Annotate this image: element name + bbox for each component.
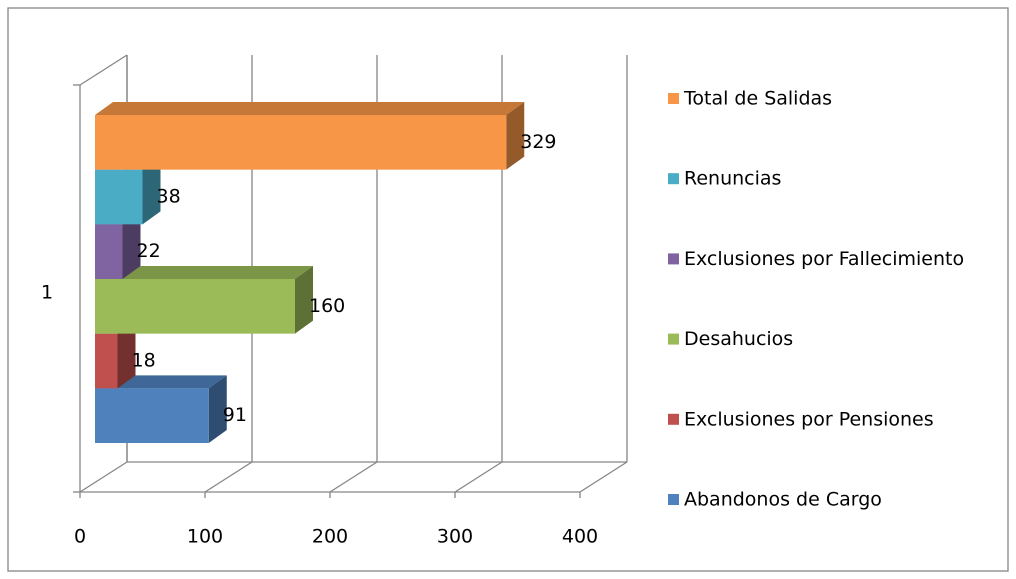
legend-swatch <box>668 93 679 104</box>
bar <box>95 224 123 279</box>
bar-side <box>506 102 525 170</box>
bar-side <box>142 156 161 225</box>
x-tick-label: 200 <box>312 526 348 548</box>
legend-label: Abandonos de Cargo <box>684 489 882 511</box>
floor-line <box>79 461 128 493</box>
data-label: 38 <box>157 186 181 208</box>
floor-line <box>204 461 253 493</box>
bar <box>95 388 209 443</box>
bar <box>95 279 295 334</box>
data-label: 22 <box>137 240 161 262</box>
bar <box>95 115 507 170</box>
bar <box>95 169 143 225</box>
legend-swatch <box>668 253 679 265</box>
x-tick-label: 100 <box>187 526 223 548</box>
legend-label: Total de Salidas <box>683 88 832 110</box>
floor-line <box>329 461 378 493</box>
legend-swatch <box>668 333 679 345</box>
legend-swatch <box>668 494 679 505</box>
legend-label: Desahucios <box>684 328 793 350</box>
wall-edge <box>79 54 128 86</box>
legend-label: Exclusiones por Fallecimiento <box>684 248 964 270</box>
y-tick-label: 1 <box>41 282 53 304</box>
bar <box>95 333 118 389</box>
bar-side <box>117 320 136 389</box>
x-tick-label: 0 <box>74 526 86 548</box>
data-label: 160 <box>309 295 345 317</box>
data-label: 91 <box>223 404 247 426</box>
bar-side <box>295 266 313 334</box>
legend-swatch <box>668 173 679 185</box>
floor-line <box>579 461 628 493</box>
data-label: 18 <box>132 350 156 372</box>
bar-side <box>208 375 227 443</box>
bar-top <box>95 102 525 115</box>
x-tick-label: 300 <box>437 526 473 548</box>
legend-label: Exclusiones por Pensiones <box>684 408 934 430</box>
floor-line <box>454 461 503 493</box>
bar-side <box>122 211 141 279</box>
data-label: 329 <box>520 131 556 153</box>
legend-label: Renuncias <box>684 168 781 190</box>
x-tick-label: 400 <box>562 526 598 548</box>
legend-swatch <box>668 413 679 425</box>
bar-top <box>95 266 313 279</box>
